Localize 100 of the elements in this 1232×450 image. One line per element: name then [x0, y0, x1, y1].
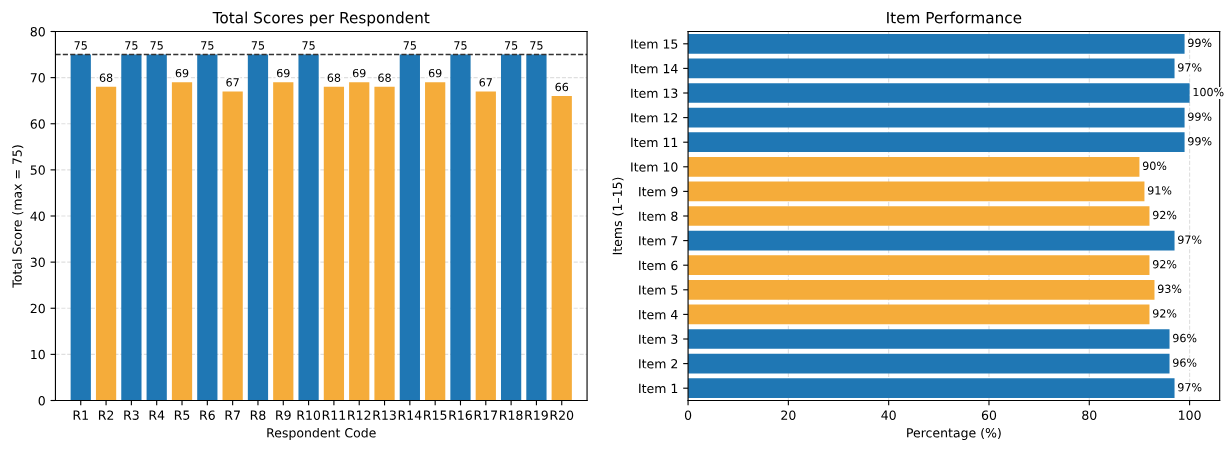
bar [551, 96, 572, 401]
bar [688, 156, 1140, 177]
x-tick-label: R17 [474, 410, 498, 420]
data-label: 97% [1178, 235, 1202, 244]
bar [95, 86, 117, 401]
x-tick-label: R8 [250, 410, 266, 420]
x-tick-label: 40 [881, 410, 896, 420]
y-tick-label: Item 14 [631, 64, 678, 74]
x-tick-label: R18 [500, 410, 523, 420]
data-label: 69 [175, 68, 189, 78]
bar [526, 54, 547, 401]
y-tick-label: Item 3 [639, 334, 678, 344]
y-tick-label: 50 [30, 165, 45, 175]
y-tick-label: 40 [30, 211, 45, 221]
data-label: 93% [1157, 284, 1182, 294]
x-tick-label: R3 [124, 410, 139, 420]
x-tick-label: R10 [297, 410, 321, 420]
data-label: 75 [403, 41, 416, 50]
bar [688, 181, 1145, 202]
x-tick-label: R2 [98, 410, 114, 420]
data-label: 99% [1188, 137, 1212, 146]
x-tick-label: 20 [781, 410, 796, 420]
data-label: 68 [327, 73, 341, 82]
x-tick-label: R20 [550, 410, 574, 420]
y-axis-title: Total Score (max = 75) [12, 145, 24, 288]
x-axis-title: Percentage (%) [907, 427, 1001, 440]
x-tick-label: R16 [449, 410, 472, 420]
y-tick-label: 20 [30, 303, 45, 314]
bar [688, 378, 1175, 399]
data-label: 96% [1173, 333, 1197, 343]
x-tick-label: 0 [684, 410, 692, 420]
bar [688, 107, 1185, 128]
y-tick-label: Item 4 [639, 310, 678, 320]
y-tick-label: Item 12 [631, 113, 678, 123]
x-tick-label: 100 [1179, 410, 1201, 420]
chart-title: Item Performance [887, 11, 1022, 24]
data-label: 92% [1152, 309, 1177, 318]
data-label: 75 [150, 41, 163, 50]
y-tick-label: Item 6 [639, 260, 678, 271]
y-tick-label: Item 1 [639, 383, 678, 394]
bar [247, 54, 269, 401]
y-tick-label: 80 [30, 26, 45, 37]
x-tick-label: 60 [981, 410, 997, 420]
bar [688, 83, 1190, 103]
y-tick-label: 30 [30, 257, 45, 268]
bar [450, 54, 471, 401]
bar [70, 54, 91, 401]
y-tick-label: 0 [38, 395, 45, 406]
y-tick-label: Item 7 [639, 236, 678, 246]
bar [197, 54, 218, 401]
y-tick-label: Item 11 [631, 137, 678, 148]
bar [399, 54, 420, 401]
bar [273, 82, 294, 401]
data-label: 97% [1178, 383, 1202, 392]
bar [349, 82, 370, 401]
y-tick-label: Item 8 [639, 211, 678, 221]
data-label: 75 [125, 41, 138, 50]
y-tick-label: 70 [30, 73, 45, 83]
x-tick-label: R9 [276, 410, 291, 420]
bar [298, 54, 319, 401]
bar [500, 54, 522, 401]
y-tick-label: Item 15 [631, 39, 678, 49]
x-tick-label: R5 [174, 410, 190, 420]
x-tick-label: R19 [525, 410, 548, 420]
y-tick-label: 60 [30, 119, 45, 129]
bar [688, 255, 1150, 276]
data-label: 75 [530, 41, 543, 50]
chart-title: Total Scores per Respondent [212, 11, 430, 27]
y-tick-label: Item 5 [639, 285, 678, 295]
y-tick-label: Item 9 [639, 186, 678, 197]
x-tick-label: R15 [424, 410, 447, 420]
y-axis-title: Items (1–15) [612, 177, 624, 255]
data-label: 75 [251, 41, 265, 50]
bar [323, 86, 345, 401]
data-label: 66 [555, 82, 569, 92]
y-tick-label: Item 2 [639, 359, 678, 369]
data-label: 92% [1152, 210, 1177, 220]
bar [374, 86, 395, 401]
bar [688, 329, 1170, 349]
data-label: 75 [504, 41, 518, 50]
data-label: 68 [378, 73, 391, 82]
data-label: 67 [226, 78, 239, 87]
bar [222, 91, 243, 401]
bar [171, 82, 193, 401]
data-label: 97% [1178, 63, 1202, 72]
data-label: 75 [74, 41, 87, 50]
x-tick-label: R4 [149, 410, 165, 420]
bar [688, 206, 1150, 226]
bar [688, 230, 1175, 251]
data-label: 69 [352, 68, 366, 78]
x-tick-label: R6 [200, 410, 215, 420]
bar [688, 353, 1170, 374]
data-label: 67 [479, 78, 492, 87]
x-tick-label: R12 [348, 410, 371, 420]
y-tick-label: Item 10 [631, 162, 678, 172]
bar [688, 58, 1175, 79]
y-tick-label: 10 [31, 349, 45, 360]
bar [425, 82, 446, 401]
bar [475, 91, 496, 401]
x-tick-label: R11 [322, 410, 346, 420]
